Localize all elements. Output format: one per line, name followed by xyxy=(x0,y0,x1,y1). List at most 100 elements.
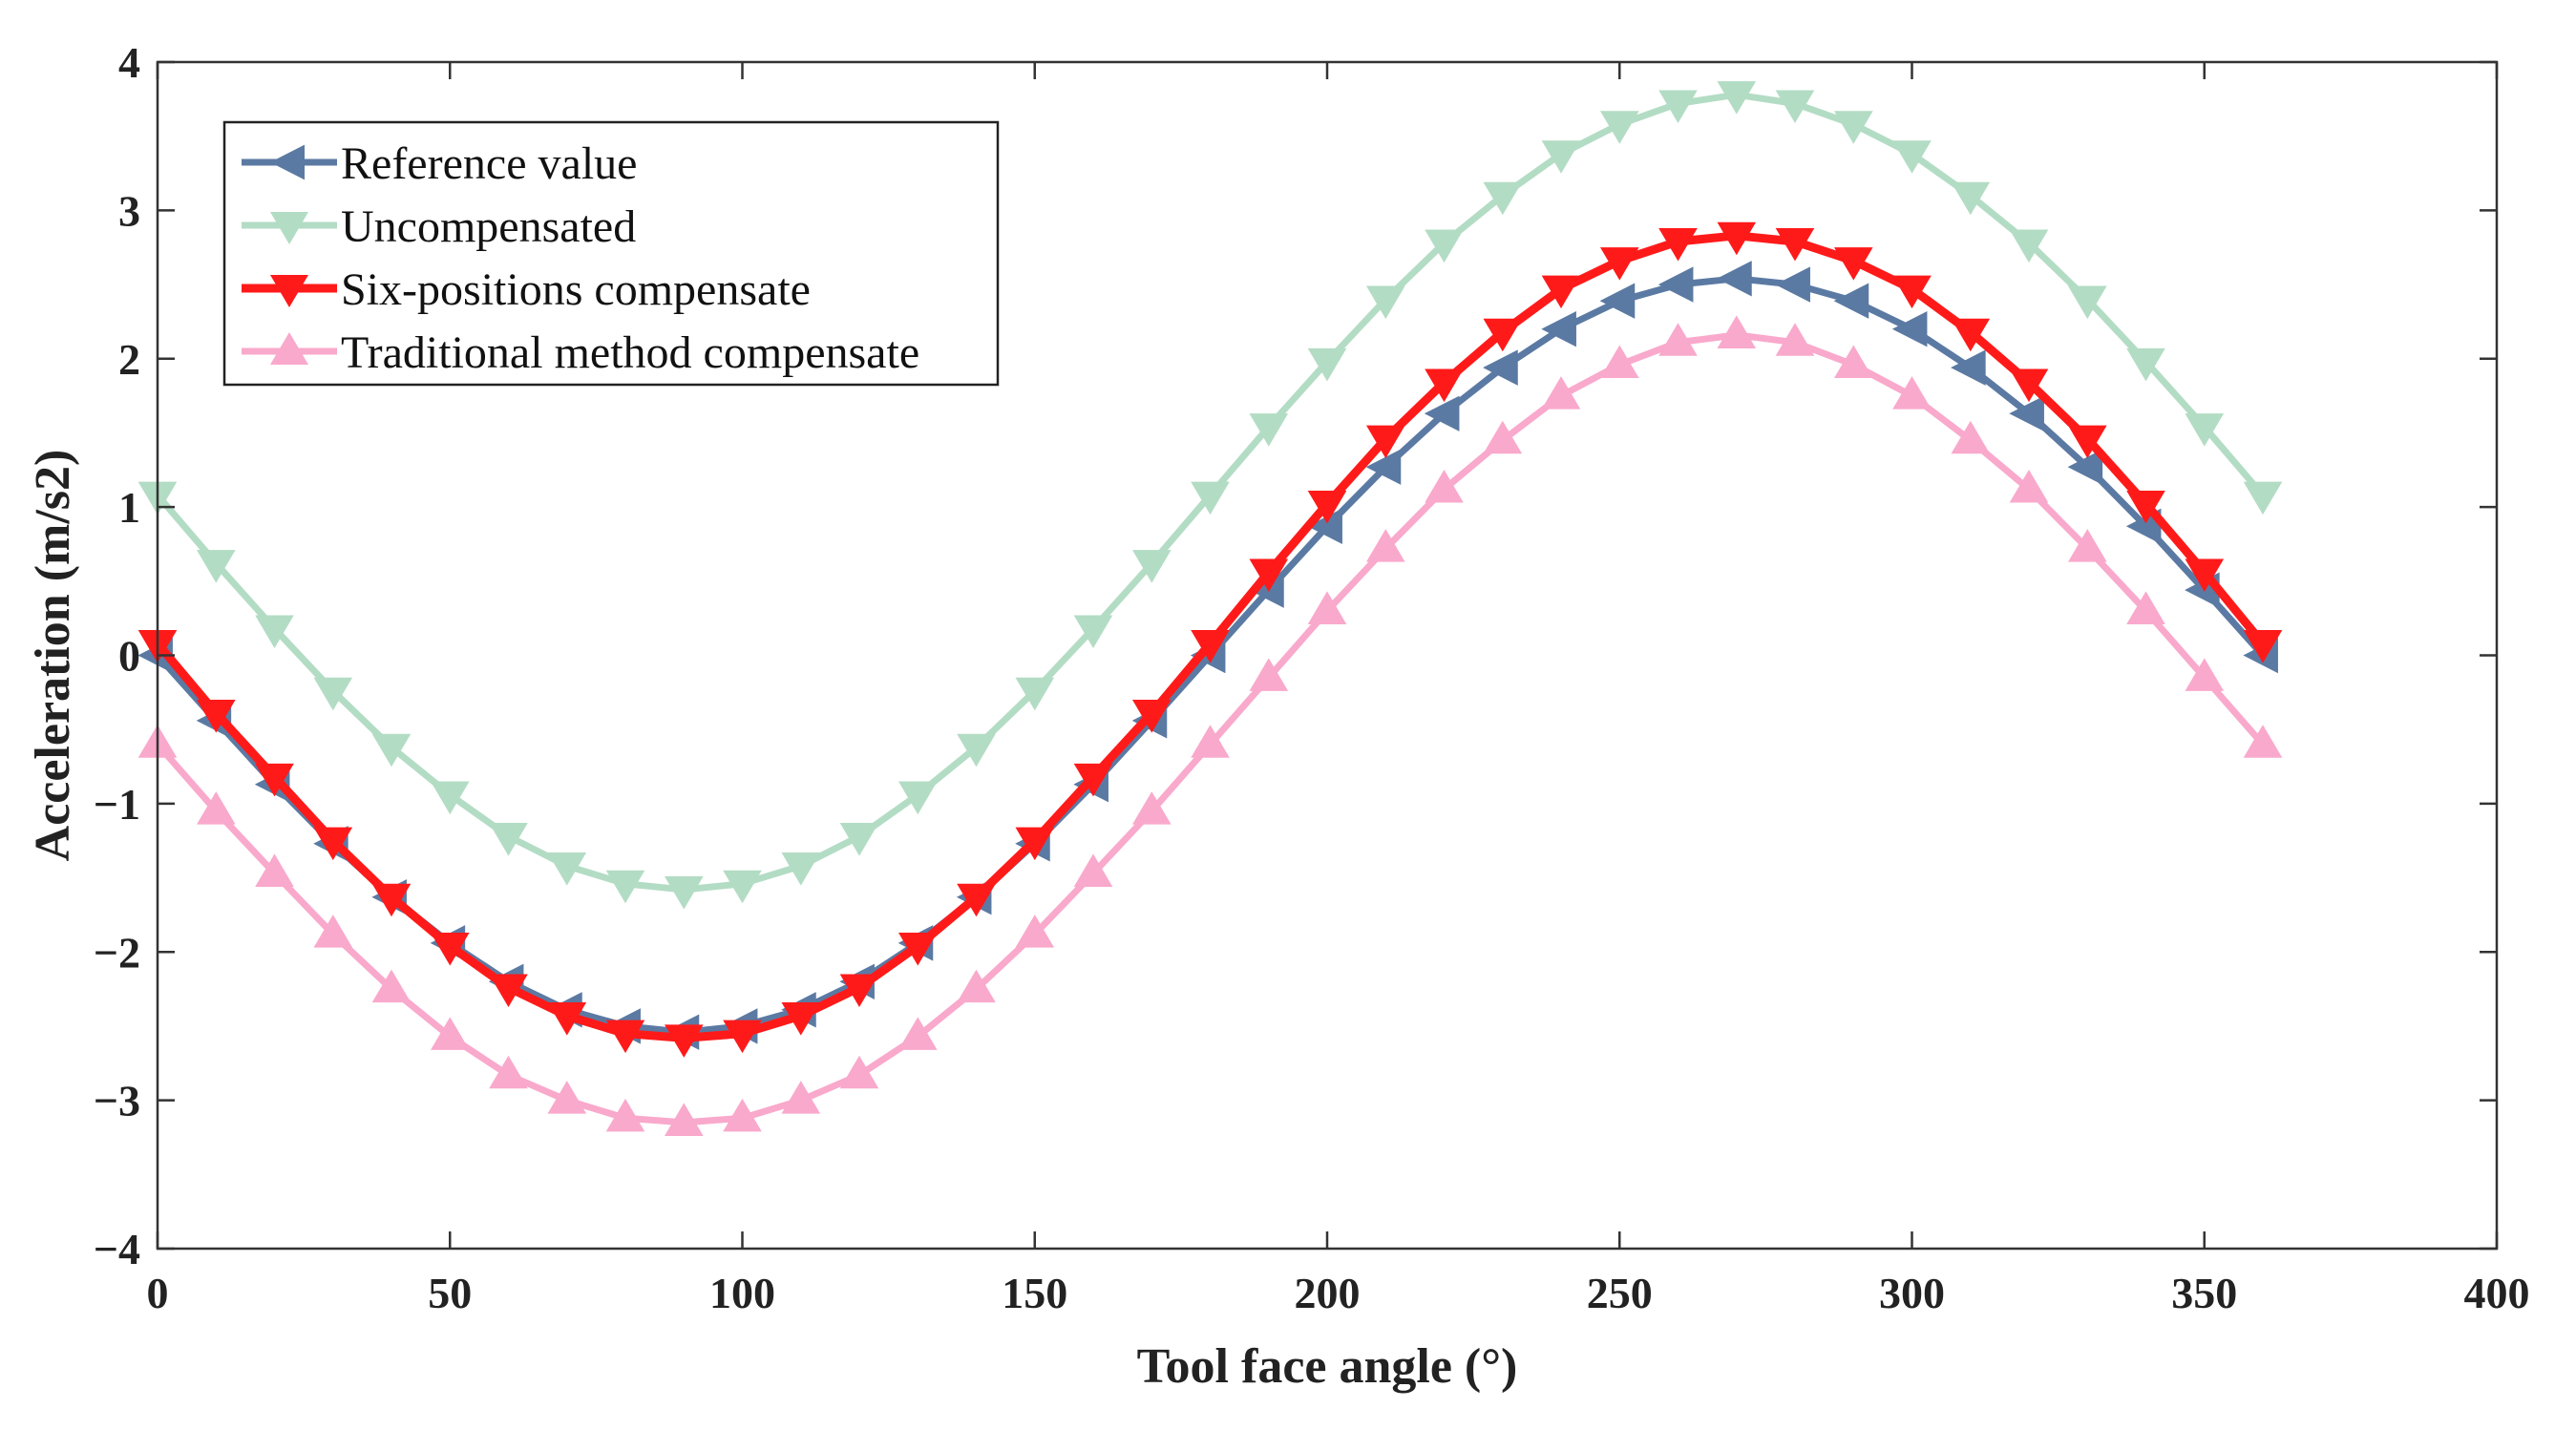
data-point xyxy=(1015,827,1055,861)
y-tick-label: −3 xyxy=(94,1077,140,1125)
data-point xyxy=(605,870,645,904)
data-point xyxy=(1425,470,1464,503)
data-point xyxy=(1483,181,1523,216)
legend-item: Uncompensated xyxy=(242,201,636,252)
x-tick-label: 300 xyxy=(1879,1269,1945,1317)
ticks-layer: 0 50 100 150 200 250 300 350 400 4 3 2 1 0 −1 −2 −3 −4 xyxy=(94,38,2530,1317)
data-point xyxy=(1307,591,1347,624)
data-point xyxy=(723,1020,762,1054)
legend-box xyxy=(222,120,1000,387)
legend-marker xyxy=(270,212,308,244)
data-point xyxy=(2067,425,2107,459)
data-point xyxy=(313,915,353,948)
data-point xyxy=(781,852,821,886)
data-point xyxy=(1073,615,1113,648)
series-uncompensated xyxy=(137,81,2283,910)
legend-item: Traditional method compensate xyxy=(242,327,919,378)
data-point xyxy=(2009,229,2049,263)
data-point xyxy=(313,677,353,711)
y-axis-title: Acceleration (m/s2) xyxy=(26,450,80,862)
data-point xyxy=(1131,791,1172,825)
data-point xyxy=(1951,420,1991,454)
data-point xyxy=(2126,591,2165,624)
data-point xyxy=(897,781,938,815)
x-tick-label: 350 xyxy=(2171,1269,2237,1317)
data-point xyxy=(1541,275,1581,309)
data-point xyxy=(957,969,996,1003)
data-point xyxy=(1599,247,1639,281)
data-point xyxy=(547,852,587,886)
data-point xyxy=(2067,285,2107,320)
data-point xyxy=(1891,310,1928,347)
data-point xyxy=(1775,323,1815,356)
data-point xyxy=(1717,81,1757,115)
data-point xyxy=(1015,677,1055,711)
data-point xyxy=(1717,315,1757,348)
data-point xyxy=(1775,227,1815,262)
y-tick-label: 1 xyxy=(118,483,140,532)
data-point xyxy=(1191,630,1230,663)
data-point xyxy=(2126,490,2165,524)
y-tick-label: −1 xyxy=(94,780,140,829)
data-point xyxy=(1365,285,1405,320)
data-point xyxy=(1191,481,1230,515)
data-point xyxy=(1425,229,1464,263)
y-tick-label: 3 xyxy=(118,186,140,235)
data-point xyxy=(489,974,528,1007)
data-point xyxy=(255,853,294,887)
data-point xyxy=(1833,247,1873,281)
data-point xyxy=(1541,310,1576,347)
data-point xyxy=(1307,490,1347,524)
data-point xyxy=(2185,558,2225,592)
data-point xyxy=(1073,763,1113,797)
data-point xyxy=(2126,347,2165,382)
data-point xyxy=(781,1002,821,1036)
series-layer xyxy=(137,81,2283,1136)
x-tick-label: 50 xyxy=(428,1269,472,1317)
data-point xyxy=(1425,368,1464,403)
data-point xyxy=(1191,725,1230,758)
data-point xyxy=(2243,630,2283,663)
data-point xyxy=(839,974,879,1007)
data-point xyxy=(430,932,470,966)
data-point xyxy=(1131,550,1172,583)
legend-label: Six-positions compensate xyxy=(341,264,811,315)
data-point xyxy=(1833,111,1873,144)
data-point xyxy=(1892,376,1932,410)
data-point xyxy=(489,1055,528,1089)
data-point xyxy=(1541,376,1581,410)
y-tick-label: 4 xyxy=(118,38,140,87)
data-point xyxy=(605,1020,645,1054)
data-point xyxy=(430,781,470,815)
legend: Reference value Uncompensated Six-position… xyxy=(222,120,1000,387)
y-tick-label: 2 xyxy=(118,335,140,384)
data-point xyxy=(1131,700,1172,733)
data-point xyxy=(1424,395,1460,431)
data-point xyxy=(2185,658,2225,691)
legend-marker xyxy=(270,332,308,365)
data-point xyxy=(371,883,412,917)
data-point xyxy=(1249,413,1289,447)
data-point xyxy=(255,615,294,648)
data-point xyxy=(1483,420,1523,454)
legend-label: Traditional method compensate xyxy=(341,327,919,378)
data-point xyxy=(2243,725,2283,758)
data-point xyxy=(1658,90,1698,123)
data-point xyxy=(2009,395,2044,431)
data-point xyxy=(1483,318,1523,352)
data-point xyxy=(1365,529,1405,562)
data-point xyxy=(605,1098,645,1132)
data-point xyxy=(781,1081,821,1114)
data-point xyxy=(2067,529,2107,562)
data-point xyxy=(1775,266,1810,303)
data-point xyxy=(957,883,996,917)
data-point xyxy=(196,791,236,825)
data-point xyxy=(957,733,996,768)
data-point xyxy=(1599,283,1636,319)
data-point xyxy=(723,1098,762,1132)
data-point xyxy=(196,700,236,733)
data-point xyxy=(255,763,294,797)
data-point xyxy=(1365,425,1405,459)
data-point xyxy=(547,1002,587,1036)
data-point xyxy=(1249,558,1289,592)
